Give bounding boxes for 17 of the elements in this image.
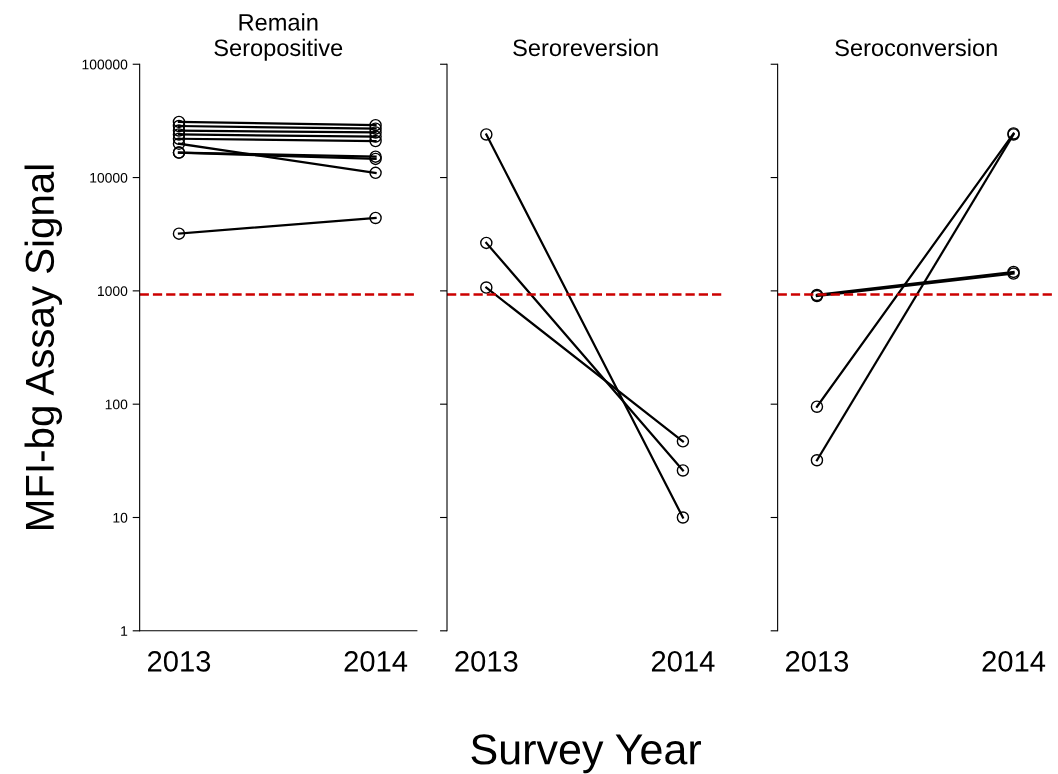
x-tick-label: 2013: [455, 651, 518, 672]
x-axis-title: Survey Year: [471, 734, 702, 774]
chart-title: Remain Seropositive: [214, 13, 343, 61]
y-tick-label: 1000: [98, 286, 128, 297]
y-tick-label: 100000: [82, 59, 128, 70]
y-tick-label: 10000: [90, 172, 128, 183]
x-tick-label: 2014: [982, 651, 1046, 672]
chart-title: Seroconversion: [835, 38, 997, 57]
y-tick-label: 100: [105, 399, 128, 410]
x-tick-label: 2014: [344, 651, 408, 672]
y-axis-title: MFI-bg Assay Signal: [24, 165, 63, 529]
y-tick-label: 1: [121, 626, 128, 636]
y-tick-label: 10: [113, 512, 128, 523]
x-tick-label: 2014: [651, 651, 715, 672]
chart-title: Seroreversion: [513, 38, 658, 57]
x-tick-label: 2013: [785, 651, 849, 672]
x-tick-label: 2013: [148, 651, 211, 672]
